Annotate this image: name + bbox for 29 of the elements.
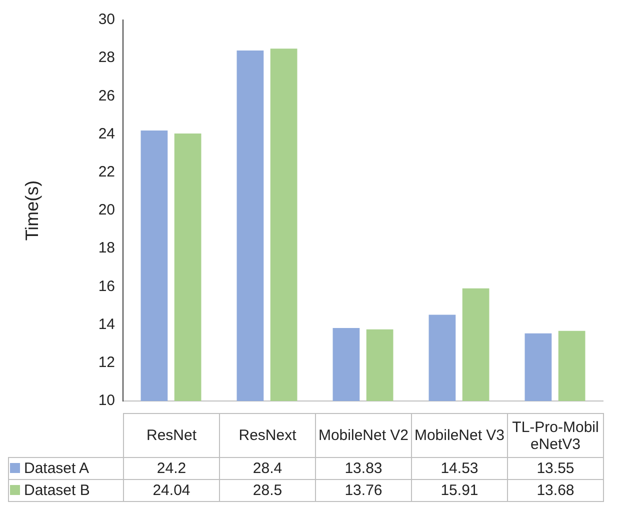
legend-label: Dataset B <box>8 480 124 502</box>
data-label: 15.91 <box>412 480 508 502</box>
data-label: 28.4 <box>220 458 316 480</box>
data-label: 13.68 <box>508 480 604 502</box>
y-tick-label: 20 <box>98 202 115 219</box>
data-label: 13.76 <box>316 480 412 502</box>
y-tick-label: 30 <box>98 11 115 28</box>
y-tick-label: 22 <box>98 164 115 181</box>
x-tick-label: ResNet <box>124 414 220 458</box>
y-tick-label: 18 <box>98 240 115 257</box>
y-tick-label: 24 <box>98 125 115 142</box>
y-tick-label: 12 <box>98 354 115 372</box>
x-tick-label: TL-Pro-MobileNetV3 <box>508 414 604 458</box>
legend-label: Dataset A <box>8 458 124 480</box>
y-tick-label: 14 <box>98 316 115 333</box>
data-label: 28.5 <box>220 480 316 502</box>
data-label: 13.55 <box>508 458 604 480</box>
y-tick-label: 28 <box>98 49 115 66</box>
data-label: 14.53 <box>412 458 508 480</box>
x-tick-label: MobileNet V2 <box>316 414 412 458</box>
y-tick-label: 10 <box>98 392 115 410</box>
data-label: 24.2 <box>124 458 220 480</box>
y-tick-label: 26 <box>98 87 115 104</box>
y-axis-title: Time(s) <box>22 180 42 241</box>
x-tick-label: MobileNet V3 <box>412 414 508 458</box>
data-label: 24.04 <box>124 480 220 502</box>
x-tick-label: ResNext <box>220 414 316 458</box>
y-tick-label: 16 <box>98 278 115 295</box>
data-label: 13.83 <box>316 458 412 480</box>
